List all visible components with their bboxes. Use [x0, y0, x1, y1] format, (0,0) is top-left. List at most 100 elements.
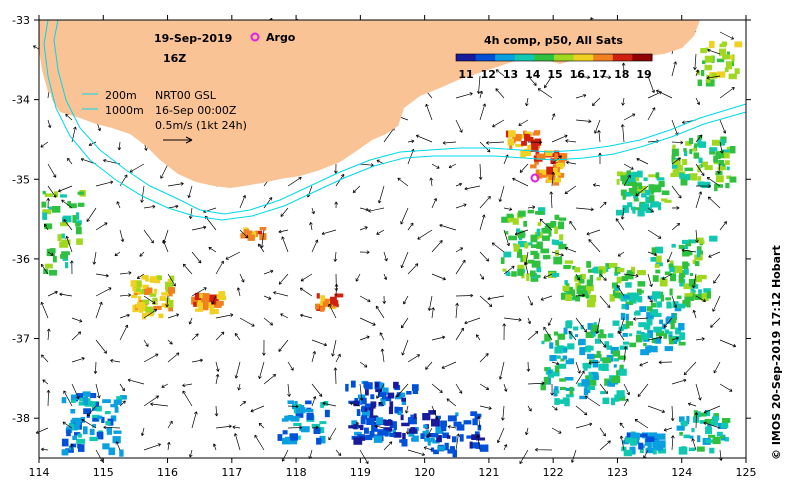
- sst-pixel: [686, 415, 690, 423]
- current-vector: [620, 207, 625, 220]
- x-tick-label: 122: [543, 466, 564, 479]
- current-vector: [479, 195, 491, 209]
- sst-pixel: [543, 376, 549, 385]
- sst-pixel: [613, 358, 619, 362]
- sst-pixel: [131, 294, 138, 298]
- sst-pixel: [657, 448, 666, 454]
- sst-pixel: [654, 184, 662, 193]
- current-vector: [47, 185, 57, 198]
- current-vector: [527, 330, 539, 341]
- sst-pixel: [655, 246, 664, 254]
- sst-pixel: [598, 266, 607, 273]
- current-vector: [355, 273, 361, 282]
- sst-pixel: [677, 164, 683, 171]
- sst-pixel: [694, 143, 699, 147]
- current-vector: [287, 404, 299, 409]
- current-vector: [359, 383, 364, 401]
- current-vector: [415, 134, 433, 143]
- sst-pixel: [558, 217, 567, 221]
- sst-pixel: [377, 429, 386, 436]
- sst-pixel: [620, 175, 629, 182]
- current-vector: [551, 361, 560, 366]
- current-vector: [161, 383, 169, 388]
- sst-pixel: [637, 209, 645, 217]
- sst-pixel: [548, 228, 552, 237]
- sst-pixel: [551, 177, 555, 184]
- sst-pixel: [591, 324, 599, 333]
- sst-pixel: [698, 141, 707, 148]
- sst-pixel: [328, 306, 337, 310]
- current-vector: [575, 422, 593, 429]
- current-vector: [335, 353, 341, 363]
- sst-pixel: [82, 391, 91, 397]
- current-vector: [551, 251, 564, 257]
- sst-pixel: [683, 434, 691, 439]
- sst-pixel: [579, 395, 587, 400]
- current-vector: [671, 185, 682, 199]
- sst-pixel: [676, 303, 686, 309]
- current-vector: [165, 295, 169, 308]
- sst-pixel: [295, 407, 305, 413]
- sst-pixel: [592, 354, 602, 359]
- sst-pixel: [360, 416, 366, 425]
- sst-pixel: [536, 274, 541, 278]
- sst-pixel: [350, 380, 356, 388]
- sst-pixel: [114, 406, 119, 413]
- sst-pixel: [368, 410, 374, 418]
- sst-pixel: [629, 342, 637, 348]
- sst-pixel: [364, 403, 371, 408]
- sst-pixel: [688, 173, 697, 180]
- sst-pixel: [74, 419, 81, 426]
- current-vector: [71, 331, 82, 341]
- sst-pixel: [449, 446, 455, 451]
- sst-pixel: [518, 210, 526, 217]
- current-vector: [647, 107, 656, 121]
- sst-pixel: [684, 167, 694, 172]
- current-vector: [331, 339, 337, 357]
- current-vector: [69, 443, 74, 451]
- sst-pixel: [522, 255, 527, 263]
- sst-pixel: [586, 261, 591, 268]
- current-vector: [333, 163, 338, 174]
- sst-pixel: [558, 399, 565, 404]
- current-vector: [439, 223, 457, 231]
- current-vector: [423, 446, 433, 451]
- current-vector: [278, 273, 289, 285]
- sst-pixel: [734, 41, 743, 48]
- sst-pixel: [541, 228, 550, 234]
- current-vector: [478, 163, 483, 180]
- sst-pixel: [682, 261, 689, 269]
- sst-pixel: [622, 205, 629, 213]
- sst-pixel: [719, 435, 725, 439]
- sst-pixel: [353, 437, 363, 445]
- current-vector: [703, 421, 721, 429]
- current-vector: [359, 207, 369, 212]
- current-vector: [239, 400, 246, 407]
- sst-pixel: [364, 427, 369, 434]
- current-vector: [211, 295, 217, 305]
- sst-pixel: [693, 144, 698, 152]
- current-vector: [512, 177, 529, 187]
- sst-pixel: [623, 295, 630, 299]
- sst-pixel: [645, 196, 651, 203]
- land-australia: [39, 20, 700, 188]
- sst-pixel: [216, 301, 224, 306]
- current-vector: [63, 219, 73, 231]
- sst-pixel: [679, 431, 683, 436]
- current-vector: [687, 402, 697, 407]
- sst-pixel: [54, 191, 59, 198]
- sst-pixel: [550, 221, 557, 228]
- current-vector: [119, 229, 125, 242]
- sst-pixel: [589, 275, 594, 283]
- current-vector: [671, 336, 679, 341]
- sst-pixel: [513, 244, 520, 252]
- sst-pixel: [401, 439, 408, 447]
- argo-legend-marker: [250, 32, 260, 42]
- sst-pixel: [612, 375, 621, 383]
- current-vector: [503, 444, 508, 451]
- sst-pixel: [726, 166, 730, 171]
- current-vector: [719, 383, 733, 392]
- sst-pixel: [577, 285, 587, 290]
- current-vector: [322, 401, 337, 407]
- sst-pixel: [68, 422, 78, 431]
